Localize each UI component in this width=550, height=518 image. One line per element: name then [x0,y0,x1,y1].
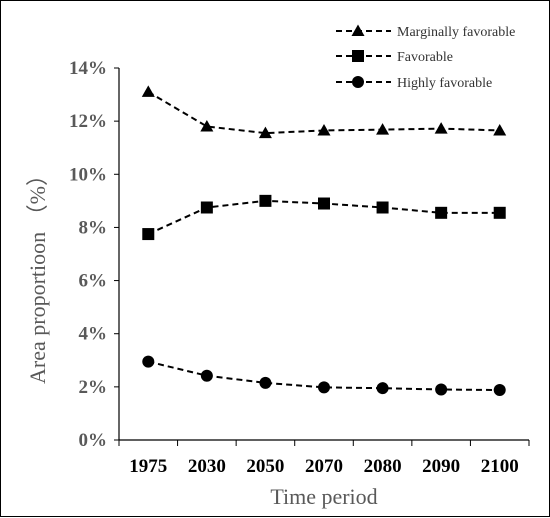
series-group [141,85,507,397]
legend-label: Highly favorable [397,76,492,91]
y-tick-label: 0% [79,430,108,451]
x-tick-labels: 1975 2030 2050 2070 2080 2090 2100 [129,456,518,477]
legend: Marginally favorable Favorable Highly favo… [336,24,515,91]
x-tick-label: 1975 [129,456,167,477]
data-point [318,381,330,394]
data-point [259,376,272,389]
legend-label: Favorable [397,50,453,65]
data-point [493,206,506,219]
data-point [493,123,507,136]
legend-marker [351,24,365,36]
data-point [318,197,330,210]
axes [114,67,530,446]
legend-marker [352,76,364,88]
data-point [141,85,155,97]
data-point [376,123,390,135]
y-tick-label: 10% [69,164,107,185]
x-tick-label: 2070 [305,456,343,477]
x-tick-label: 2090 [422,456,460,477]
y-axis-title: Area proportioon （%） [25,164,50,384]
legend-item: Highly favorable [336,76,492,91]
legend-item: Marginally favorable [336,24,515,40]
data-point [200,119,214,132]
data-point [258,126,272,139]
series-square [142,194,506,241]
y-tick-label: 6% [79,271,108,292]
data-point [200,369,213,382]
y-tick-label: 14% [69,58,107,79]
data-point [493,384,506,397]
series-circle [142,355,506,397]
data-point [142,355,155,368]
x-tick-label: 2050 [246,456,284,477]
y-tick-label: 8% [79,217,108,238]
y-tick-labels: 0% 2% 4% 6% 8% 10% 12% 14% [69,58,107,451]
data-point [200,201,213,214]
x-tick-label: 2100 [481,456,519,477]
data-point [435,206,448,219]
legend-label: Marginally favorable [397,25,515,40]
data-point [434,122,448,134]
data-point [259,194,272,207]
data-point [142,228,155,241]
series-triangle [141,85,507,139]
x-axis-title: Time period [270,484,377,509]
data-point [317,123,331,136]
y-tick-label: 12% [69,111,107,132]
data-point [435,383,448,396]
data-point [376,382,389,395]
legend-marker [352,50,364,62]
y-tick-label: 4% [79,324,108,345]
legend-item: Favorable [336,50,453,65]
x-tick-label: 2080 [364,456,402,477]
x-tick-label: 2030 [188,456,226,477]
y-tick-label: 2% [79,377,108,398]
data-point [376,201,389,214]
